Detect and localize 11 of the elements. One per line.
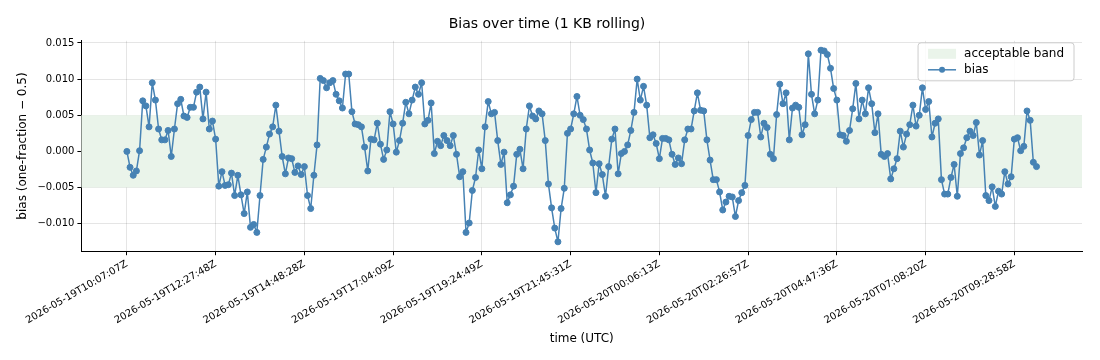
y-tick-label: −0.005 [37, 181, 75, 193]
y-axis-title: bias (one-fraction − 0.5) [15, 72, 30, 220]
legend-label: acceptable band [964, 45, 1064, 60]
y-tick-label: 0.000 [45, 145, 75, 157]
y-tick-label: 0.015 [45, 36, 75, 48]
x-axis-title: time (UTC) [549, 330, 614, 345]
y-tick-label: −0.010 [37, 217, 75, 229]
legend-label: bias [964, 61, 989, 76]
chart-title: Bias over time (1 KB rolling) [448, 15, 646, 32]
y-tick-label: 0.005 [45, 108, 75, 120]
y-tick-label: 0.010 [45, 72, 75, 84]
